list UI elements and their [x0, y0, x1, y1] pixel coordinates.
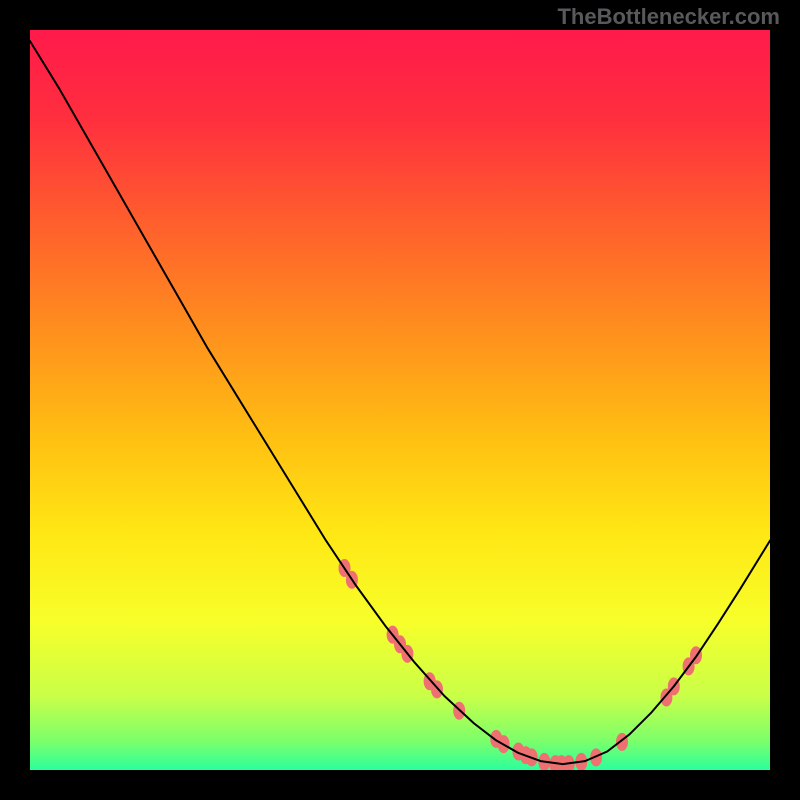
chart-frame	[0, 0, 800, 800]
curve-chart-svg	[30, 30, 770, 770]
plot-area	[30, 30, 770, 770]
data-marker	[616, 733, 628, 751]
chart-container: TheBottlenecker.com	[0, 0, 800, 800]
watermark-text: TheBottlenecker.com	[557, 4, 780, 30]
gradient-background	[30, 30, 770, 770]
